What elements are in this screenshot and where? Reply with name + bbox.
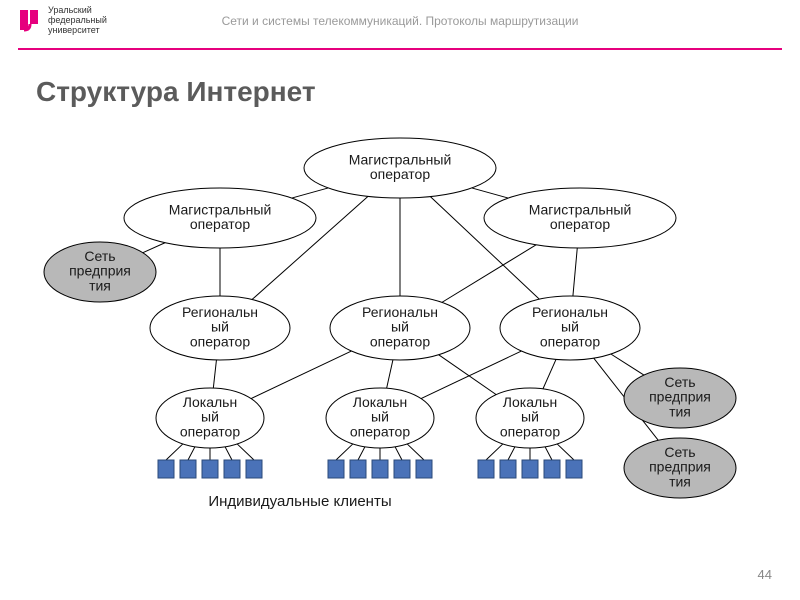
client-box: [202, 460, 218, 478]
diagram-node-label: оператор: [180, 423, 240, 439]
client-box: [394, 460, 410, 478]
diagram-node-label: Сеть: [84, 248, 115, 264]
diagram-node-label: ый: [521, 409, 539, 425]
diagram-node-label: тия: [89, 277, 111, 293]
diagram-node-label: ый: [561, 319, 579, 335]
client-box: [544, 460, 560, 478]
page-number: 44: [758, 567, 772, 582]
diagram-edge: [573, 248, 577, 296]
client-box: [566, 460, 582, 478]
diagram-node-label: Региональн: [532, 304, 608, 320]
diagram-edge: [166, 444, 183, 460]
diagram-node-label: Региональн: [182, 304, 258, 320]
client-box: [158, 460, 174, 478]
diagram-edge: [188, 447, 195, 460]
clients-label: Индивидуальные клиенты: [208, 493, 391, 510]
diagram-edge: [143, 243, 165, 253]
diagram-node-label: оператор: [190, 333, 250, 349]
diagram-node-label: ый: [201, 409, 219, 425]
diagram-edge: [292, 188, 328, 198]
client-box: [224, 460, 240, 478]
diagram-node: Магистральныйоператор: [484, 188, 676, 248]
diagram-node: Региональныйоператор: [150, 296, 290, 360]
client-box: [350, 460, 366, 478]
diagram-node: Магистральныйоператор: [124, 188, 316, 248]
diagram-node: Региональныйоператор: [500, 296, 640, 360]
diagram-node-label: тия: [669, 473, 691, 489]
client-box: [522, 460, 538, 478]
client-box: [246, 460, 262, 478]
diagram-edge: [407, 444, 424, 460]
diagram-node-label: оператор: [190, 216, 250, 232]
diagram-edge: [213, 360, 216, 388]
client-box: [478, 460, 494, 478]
diagram-edge: [611, 354, 644, 375]
diagram-edge: [472, 188, 508, 198]
diagram-node-label: оператор: [540, 333, 600, 349]
diagram-node-label: ый: [371, 409, 389, 425]
client-box: [372, 460, 388, 478]
diagram-node: Сетьпредприятия: [624, 438, 736, 498]
diagram-edge: [486, 444, 503, 460]
diagram-node-label: оператор: [500, 423, 560, 439]
diagram-node-label: Магистральный: [169, 201, 272, 217]
diagram-edge: [387, 360, 393, 388]
diagram-node-label: предприя: [649, 459, 711, 475]
diagram-node-label: Магистральный: [349, 151, 452, 167]
diagram-node: Региональныйоператор: [330, 296, 470, 360]
diagram-node-label: ый: [391, 319, 409, 335]
client-box: [416, 460, 432, 478]
diagram-node-label: оператор: [370, 333, 430, 349]
diagram-node: Сетьпредприятия: [44, 242, 156, 302]
diagram-edge: [225, 447, 232, 460]
diagram-node: Магистральныйоператор: [304, 138, 496, 198]
diagram-node-label: Сеть: [664, 374, 695, 390]
diagram-node-label: оператор: [350, 423, 410, 439]
diagram-node-label: Локальн: [353, 394, 407, 410]
diagram-node: Локальныйоператор: [156, 388, 264, 448]
client-box: [500, 460, 516, 478]
diagram-node-label: оператор: [370, 166, 430, 182]
diagram-node: Локальныйоператор: [476, 388, 584, 448]
client-box: [328, 460, 344, 478]
diagram-edge: [557, 444, 574, 460]
diagram-node-label: Локальн: [503, 394, 557, 410]
diagram-node-label: предприя: [649, 389, 711, 405]
diagram-node-label: предприя: [69, 263, 131, 279]
diagram-node-label: Региональн: [362, 304, 438, 320]
diagram-edge: [395, 447, 402, 460]
diagram-node-label: ый: [211, 319, 229, 335]
diagram-edge: [545, 447, 552, 460]
diagram-edge: [251, 351, 351, 399]
diagram-node-label: Локальн: [183, 394, 237, 410]
diagram-edge: [543, 359, 556, 389]
diagram-edge: [336, 444, 353, 460]
diagram-node-label: оператор: [550, 216, 610, 232]
diagram-edge: [358, 447, 365, 460]
diagram-node: Сетьпредприятия: [624, 368, 736, 428]
diagram-edge: [442, 245, 536, 303]
internet-structure-diagram: МагистральныйоператорМагистральныйоперат…: [0, 0, 800, 600]
diagram-node-label: Магистральный: [529, 201, 632, 217]
diagram-edge: [508, 447, 515, 460]
diagram-node: Локальныйоператор: [326, 388, 434, 448]
diagram-node-label: Сеть: [664, 444, 695, 460]
diagram-edge: [439, 355, 497, 395]
diagram-node-label: тия: [669, 403, 691, 419]
client-box: [180, 460, 196, 478]
diagram-edge: [237, 444, 254, 460]
